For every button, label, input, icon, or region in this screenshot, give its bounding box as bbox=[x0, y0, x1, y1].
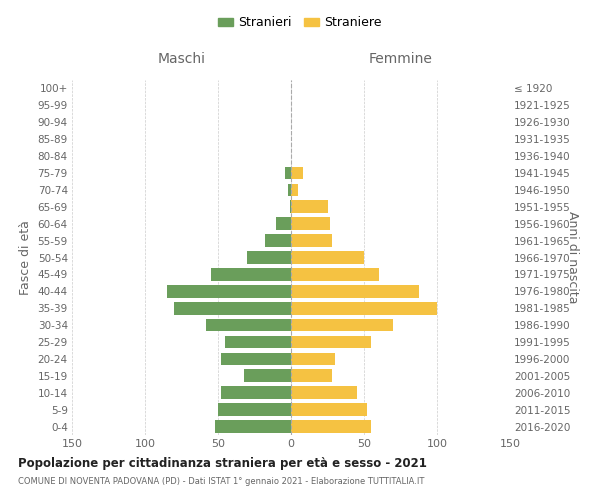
Legend: Stranieri, Straniere: Stranieri, Straniere bbox=[213, 11, 387, 34]
Text: Maschi: Maschi bbox=[157, 52, 205, 66]
Text: Popolazione per cittadinanza straniera per età e sesso - 2021: Popolazione per cittadinanza straniera p… bbox=[18, 458, 427, 470]
Y-axis label: Fasce di età: Fasce di età bbox=[19, 220, 32, 295]
Text: COMUNE DI NOVENTA PADOVANA (PD) - Dati ISTAT 1° gennaio 2021 - Elaborazione TUTT: COMUNE DI NOVENTA PADOVANA (PD) - Dati I… bbox=[18, 478, 424, 486]
Bar bbox=[167, 285, 291, 298]
Bar bbox=[291, 386, 356, 399]
Bar bbox=[288, 184, 291, 196]
Bar bbox=[290, 200, 291, 213]
Bar bbox=[221, 386, 291, 399]
Bar bbox=[265, 234, 291, 247]
Bar bbox=[291, 302, 437, 314]
Bar bbox=[291, 218, 331, 230]
Bar bbox=[247, 251, 291, 264]
Bar bbox=[277, 218, 291, 230]
Bar bbox=[291, 166, 302, 179]
Bar bbox=[291, 251, 364, 264]
Bar bbox=[285, 166, 291, 179]
Bar bbox=[226, 336, 291, 348]
Bar bbox=[174, 302, 291, 314]
Bar bbox=[244, 370, 291, 382]
Bar bbox=[291, 200, 328, 213]
Bar bbox=[215, 420, 291, 433]
Bar bbox=[221, 352, 291, 366]
Bar bbox=[291, 234, 332, 247]
Bar bbox=[291, 285, 419, 298]
Bar bbox=[211, 268, 291, 280]
Bar bbox=[291, 184, 298, 196]
Bar bbox=[291, 404, 367, 416]
Text: Femmine: Femmine bbox=[368, 52, 433, 66]
Bar bbox=[291, 420, 371, 433]
Bar bbox=[291, 336, 371, 348]
Bar bbox=[218, 404, 291, 416]
Bar bbox=[206, 319, 291, 332]
Bar bbox=[291, 319, 393, 332]
Bar bbox=[291, 370, 332, 382]
Y-axis label: Anni di nascita: Anni di nascita bbox=[566, 211, 579, 304]
Bar bbox=[291, 352, 335, 366]
Bar bbox=[291, 268, 379, 280]
